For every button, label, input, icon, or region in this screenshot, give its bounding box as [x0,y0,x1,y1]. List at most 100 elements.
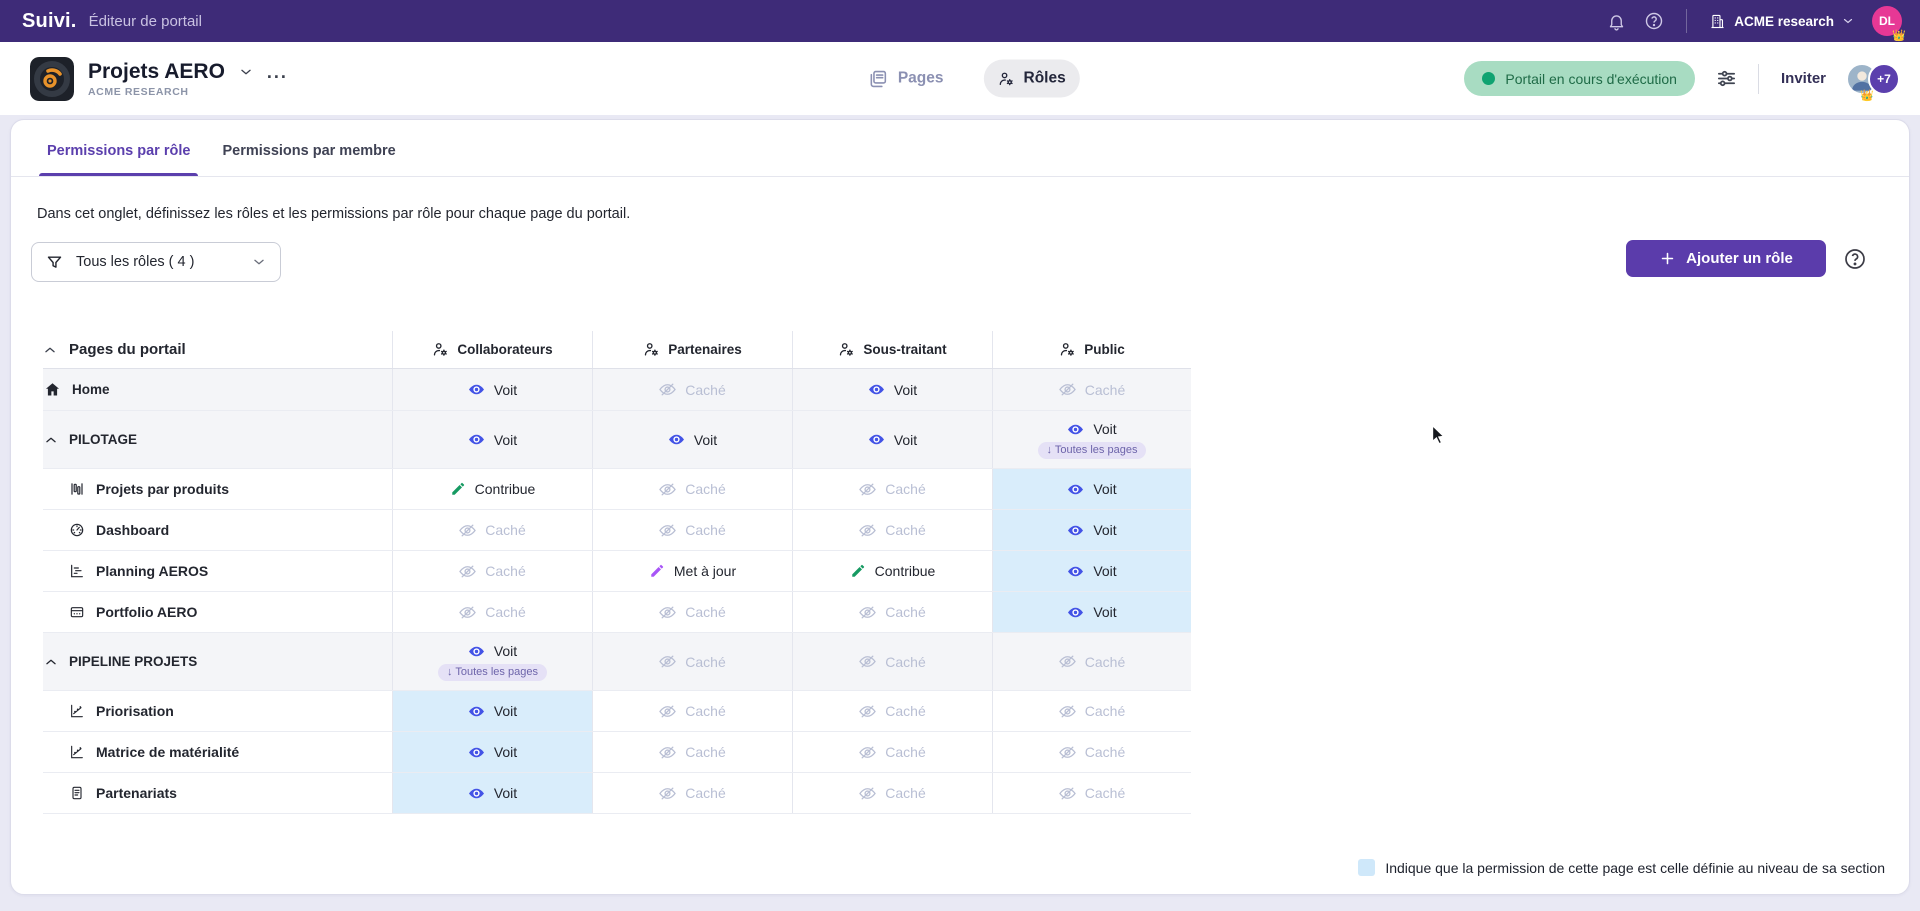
permission-label: Caché [885,481,925,497]
permission-cell[interactable]: Contribue [792,551,992,591]
page-name-cell[interactable]: Portfolio AERO [43,592,392,632]
permission-label: Voit [894,432,917,448]
eye-off-icon [659,481,676,498]
permission-cell[interactable]: Caché [592,732,792,772]
bell-icon[interactable] [1607,12,1626,31]
role-column-header[interactable]: Public [992,331,1191,368]
permission-cell[interactable]: Caché [592,773,792,813]
permission-cell[interactable]: Caché [592,369,792,410]
page-name-cell[interactable]: Matrice de matérialité [43,732,392,772]
permission-label: Met à jour [674,563,736,579]
portal-chevron-down-icon[interactable] [239,65,253,79]
permission-cell[interactable]: Caché [592,592,792,632]
permission-cell[interactable]: Caché [592,469,792,509]
permission-cell[interactable]: Voit [392,732,592,772]
pages-column-header[interactable]: Pages du portail [43,331,392,368]
portal-logo[interactable] [30,57,74,101]
settings-sliders-icon[interactable] [1711,63,1742,94]
permission-cell[interactable]: Caché [992,691,1191,731]
portal-more-button[interactable]: ... [267,67,288,77]
page-name-label: Planning AEROS [96,563,208,579]
permission-cell[interactable]: Caché [992,773,1191,813]
eye-off-icon [659,703,676,720]
permission-cell[interactable]: Voit [992,469,1191,509]
page-name-cell[interactable]: Partenariats [43,773,392,813]
permission-cell[interactable]: Caché [392,510,592,550]
table-row: PIPELINE PROJETSVoit↓ Toutes les pagesCa… [43,633,1191,691]
page-name-cell[interactable]: Priorisation [43,691,392,731]
nav-roles[interactable]: Rôles [984,60,1080,98]
role-column-label: Sous-traitant [863,342,946,357]
role-gear-icon [432,341,449,358]
permission-cell[interactable]: Caché [792,510,992,550]
permission-cell[interactable]: Caché [792,633,992,690]
permission-cell[interactable]: Caché [592,691,792,731]
eye-off-icon [1059,703,1076,720]
members-avatars[interactable]: +7 👑 [1846,63,1900,95]
org-switcher[interactable]: ACME research [1709,13,1854,30]
page-name-cell[interactable]: Projets par produits [43,469,392,509]
permission-cell[interactable]: Voit [992,510,1191,550]
page-name-cell[interactable]: PILOTAGE [43,411,392,468]
table-row: Projets par produitsContribueCachéCachéV… [43,469,1191,510]
permission-cell[interactable]: Voit [392,773,592,813]
permission-cell[interactable]: Caché [992,369,1191,410]
page-name-cell[interactable]: Planning AEROS [43,551,392,591]
column-chart-icon [69,481,85,497]
permission-cell[interactable]: Caché [792,732,992,772]
eye-off-icon [459,563,476,580]
permission-cell[interactable]: Caché [992,732,1191,772]
permission-cell[interactable]: Voit↓ Toutes les pages [992,411,1191,468]
permission-cell[interactable]: Caché [792,773,992,813]
permission-cell[interactable]: Caché [592,510,792,550]
help-circle-icon[interactable] [1644,11,1664,31]
eye-off-icon [659,785,676,802]
permission-cell[interactable]: Caché [992,633,1191,690]
permission-cell[interactable]: Met à jour [592,551,792,591]
role-column-header[interactable]: Partenaires [592,331,792,368]
eye-icon [468,381,485,398]
permission-label: Voit [1093,421,1116,437]
page-name-label: Matrice de matérialité [96,744,239,760]
tab-permissions-by-role[interactable]: Permissions par rôle [47,126,190,176]
permission-cell[interactable]: Caché [592,633,792,690]
permission-cell[interactable]: Voit [392,411,592,468]
tab-description: Dans cet onglet, définissez les rôles et… [37,206,630,222]
building-icon [1709,13,1726,30]
eye-off-icon [659,381,676,398]
permission-cell[interactable]: Voit↓ Toutes les pages [392,633,592,690]
tab-permissions-by-member[interactable]: Permissions par membre [222,126,395,176]
permission-label: Voit [1093,481,1116,497]
permission-label: Caché [685,522,725,538]
permission-cell[interactable]: Voit [792,369,992,410]
eye-icon [1067,421,1084,438]
user-avatar[interactable]: DL 👑 [1872,6,1902,36]
role-column-header[interactable]: Collaborateurs [392,331,592,368]
page-name-label: Priorisation [96,703,174,719]
permission-cell[interactable]: Voit [792,411,992,468]
permission-cell[interactable]: Voit [992,551,1191,591]
help-circle-icon[interactable] [1843,247,1867,271]
page-name-cell[interactable]: Home [43,369,392,410]
page-name-cell[interactable]: Dashboard [43,510,392,550]
permission-cell[interactable]: Caché [392,551,592,591]
roles-filter-select[interactable]: Tous les rôles ( 4 ) [31,242,281,282]
role-gear-icon [838,341,855,358]
permission-cell[interactable]: Contribue [392,469,592,509]
permission-cell[interactable]: Caché [792,691,992,731]
invite-button[interactable]: Inviter [1781,70,1826,87]
nav-pages[interactable]: Pages [854,58,958,99]
permission-cell[interactable]: Voit [992,592,1191,632]
permission-cell[interactable]: Voit [592,411,792,468]
permission-cell[interactable]: Caché [792,592,992,632]
role-column-header[interactable]: Sous-traitant [792,331,992,368]
page-name-cell[interactable]: PIPELINE PROJETS [43,633,392,690]
permission-cell[interactable]: Voit [392,691,592,731]
permissions-table-body: HomeVoitCachéVoitCachéPILOTAGEVoitVoitVo… [43,369,1191,814]
permission-cell[interactable]: Caché [392,592,592,632]
add-role-label: Ajouter un rôle [1686,250,1793,267]
permission-label: Caché [1085,785,1125,801]
add-role-button[interactable]: Ajouter un rôle [1626,240,1826,277]
permission-cell[interactable]: Caché [792,469,992,509]
permission-cell[interactable]: Voit [392,369,592,410]
